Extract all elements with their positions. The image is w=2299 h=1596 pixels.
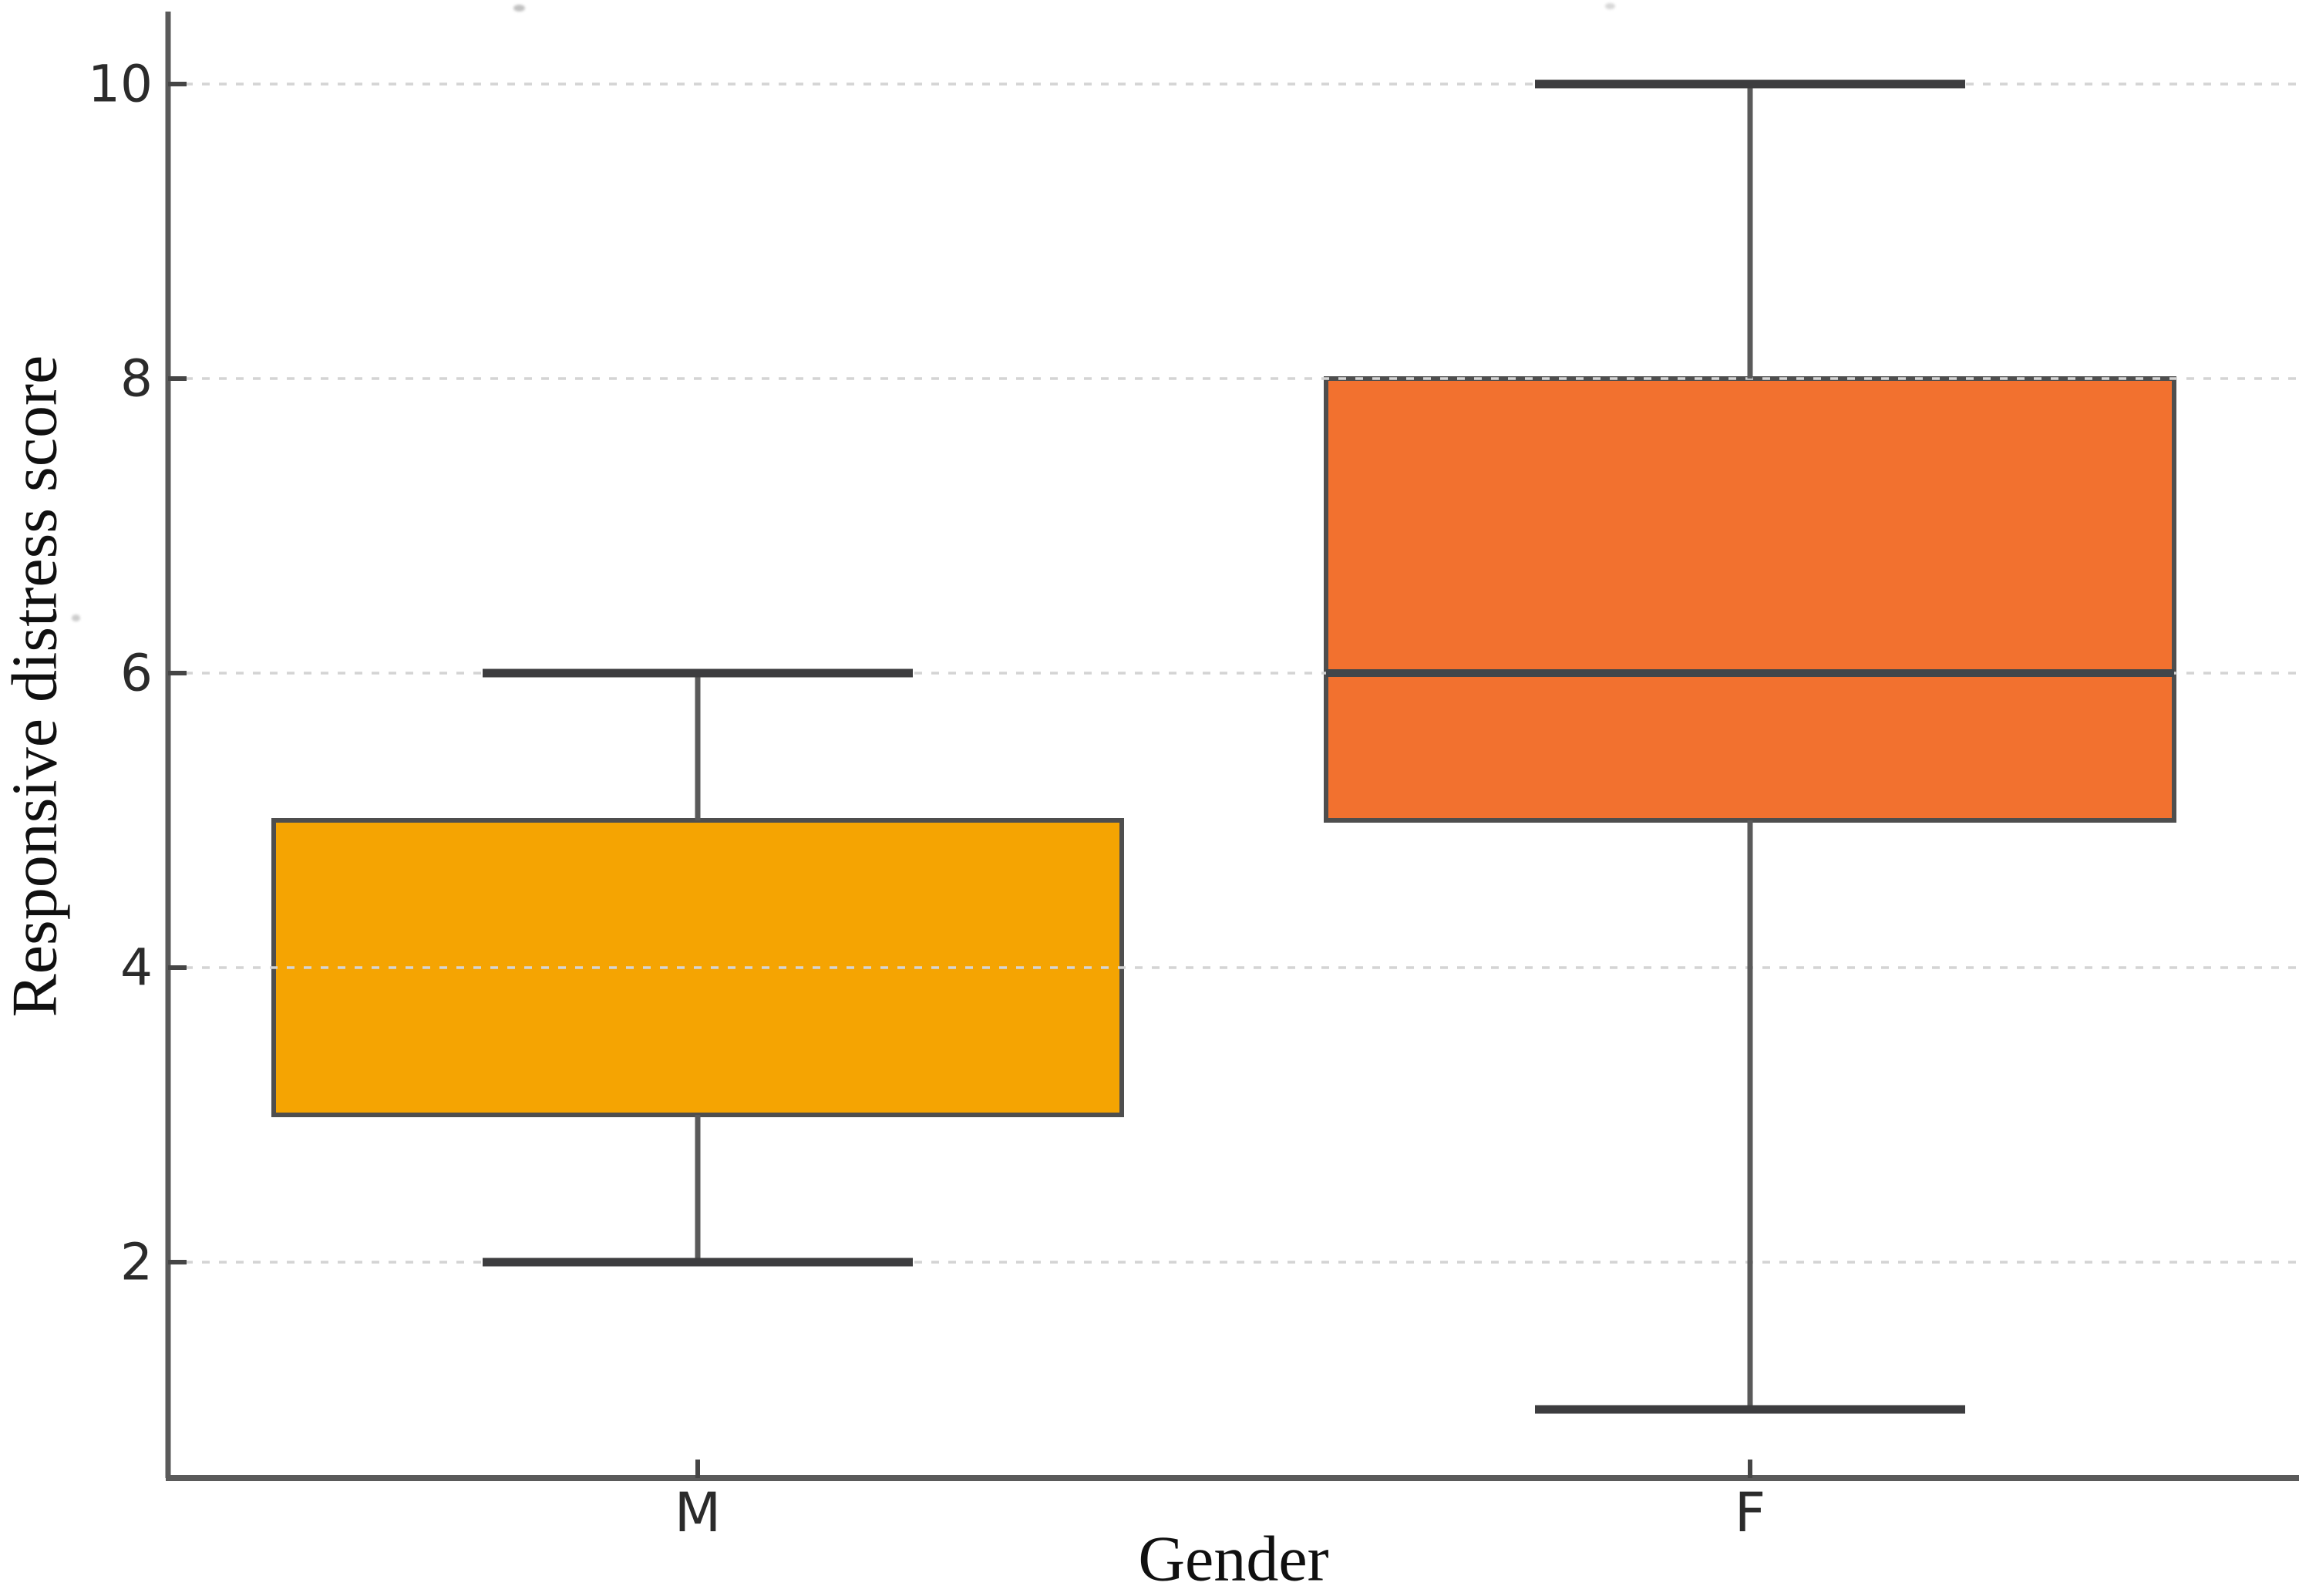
boxes-layer xyxy=(271,376,2176,1117)
y-tick-label-8: 8 xyxy=(120,349,153,409)
x-tick-label-f: F xyxy=(1735,1481,1765,1544)
axes-layer xyxy=(165,12,2299,1481)
x-axis-label: Gender xyxy=(1138,1524,1328,1595)
y-axis-label: Responsive distress score xyxy=(0,355,71,1018)
tick-labels-layer: 2 4 6 8 10 M F xyxy=(88,55,1765,1545)
y-tick-label-10: 10 xyxy=(88,55,153,114)
speck-artifact xyxy=(513,5,525,12)
y-tick-label-2: 2 xyxy=(120,1233,153,1292)
whiskers-layer xyxy=(483,79,2174,1414)
speck-artifact xyxy=(72,614,80,621)
speck-artifact xyxy=(1605,3,1615,9)
box-f xyxy=(1324,376,2176,823)
y-tick-label-4: 4 xyxy=(120,938,153,998)
x-tick-label-m: M xyxy=(675,1481,721,1544)
y-tick-label-6: 6 xyxy=(120,644,153,703)
